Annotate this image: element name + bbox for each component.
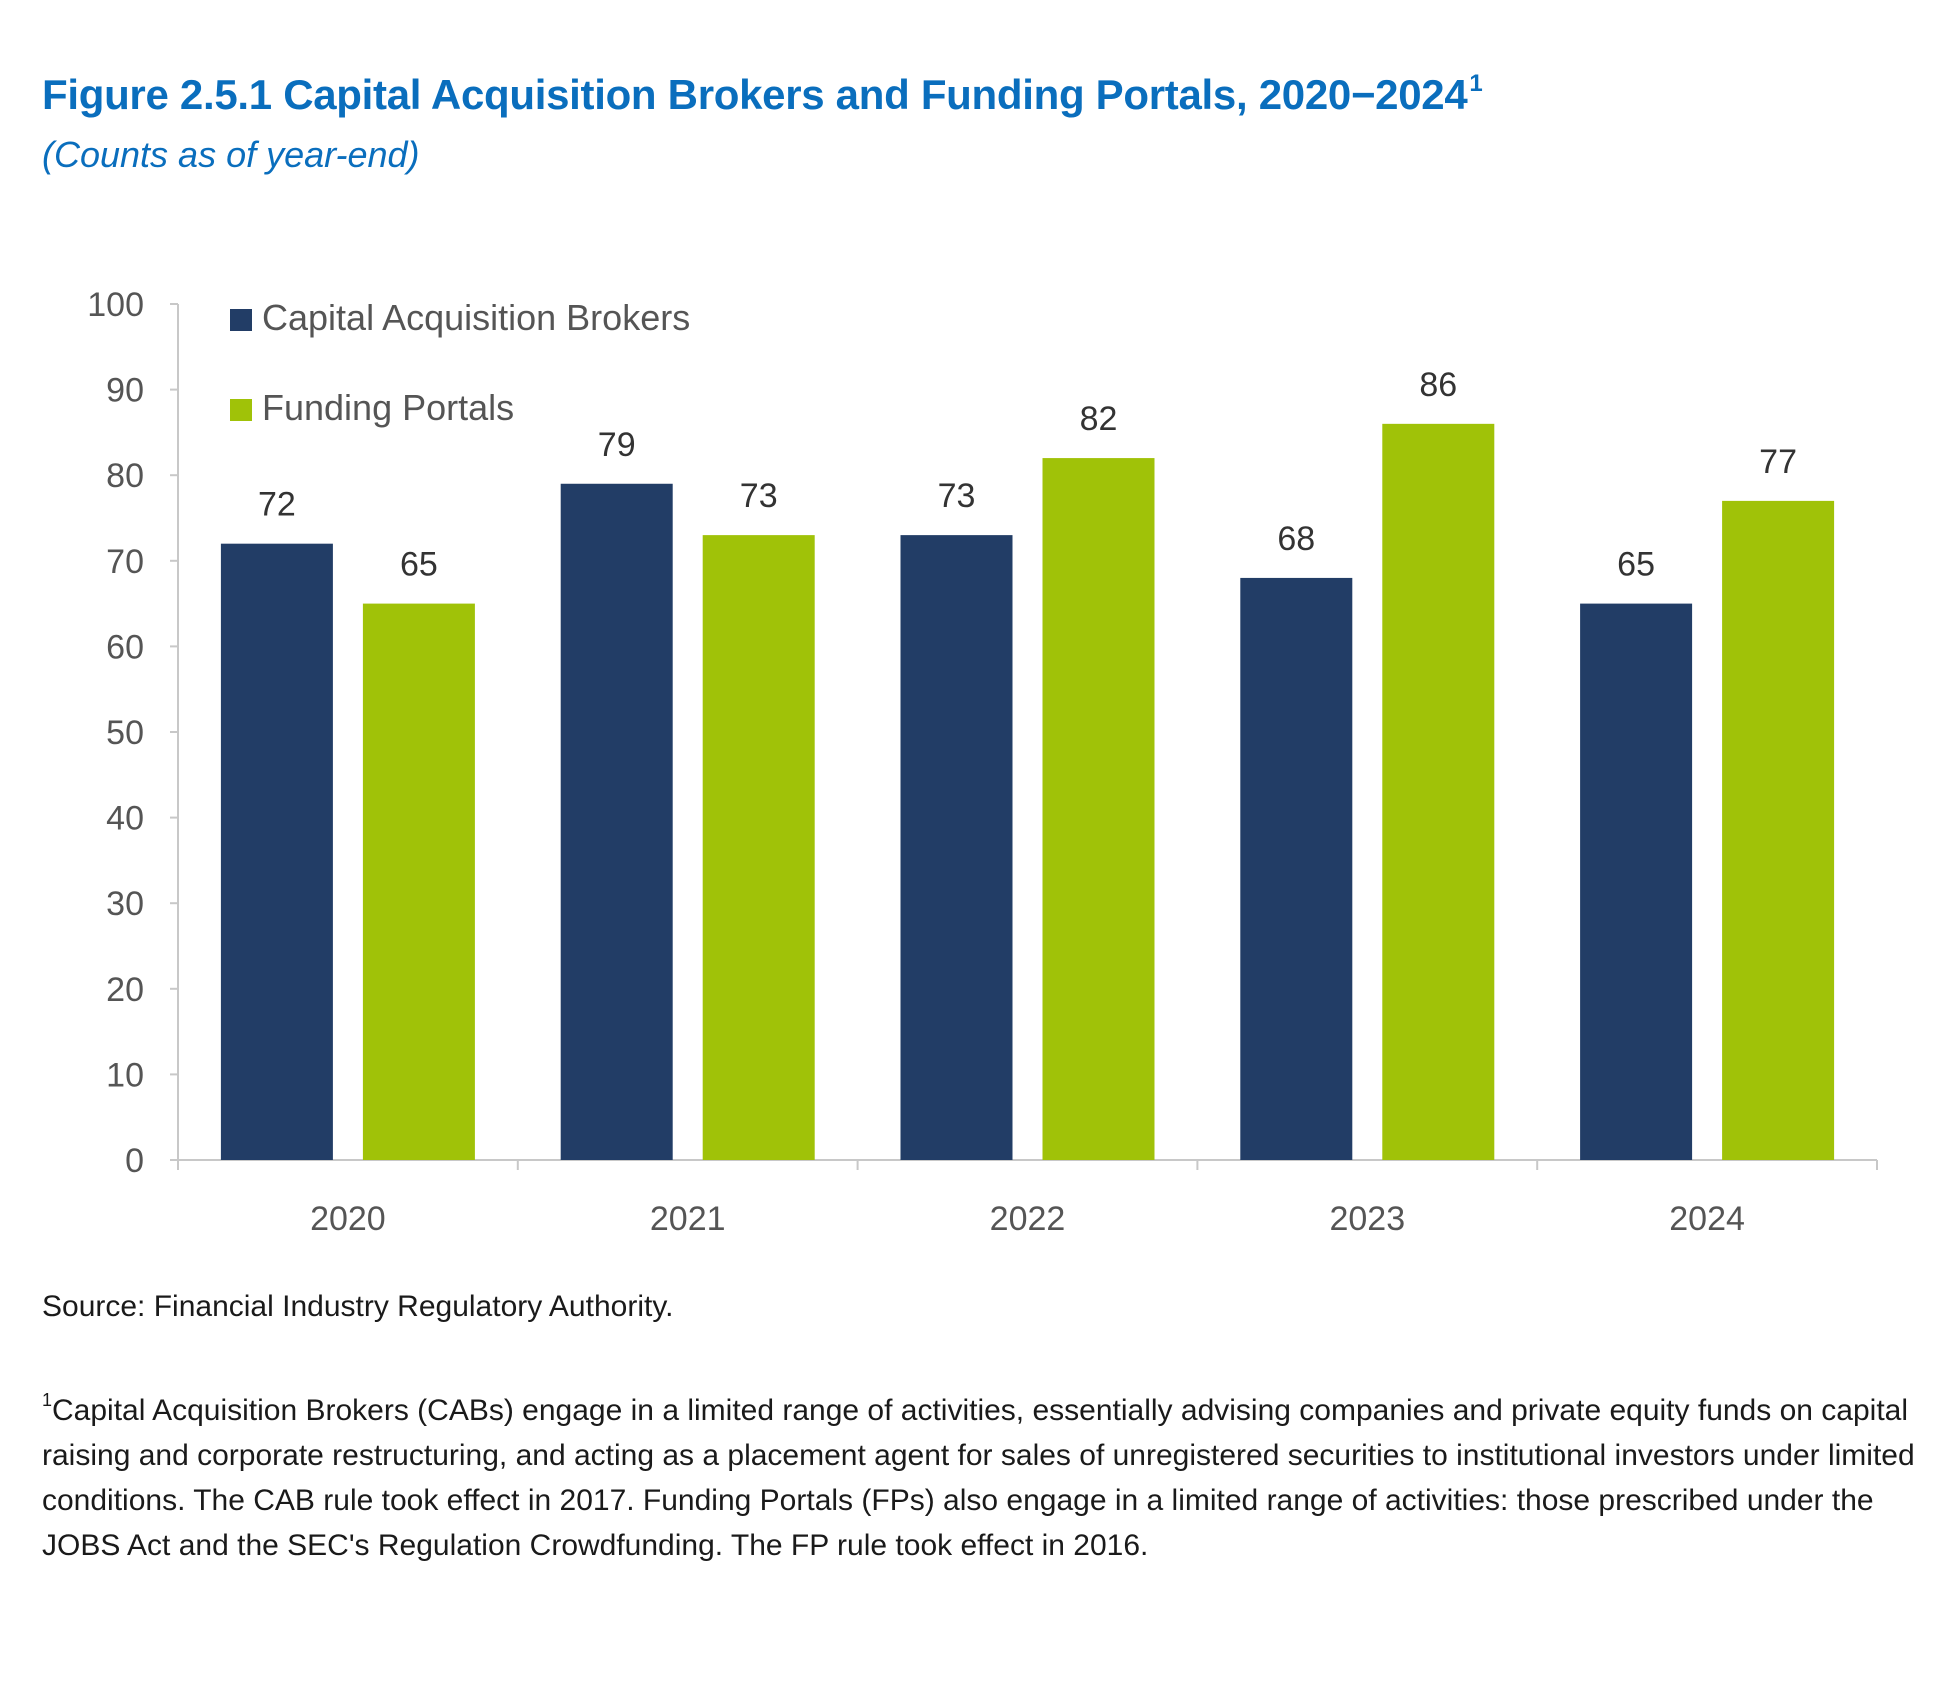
y-tick-label: 50 [106, 714, 144, 752]
x-tick-label: 2022 [990, 1200, 1066, 1238]
bar [900, 535, 1013, 1160]
legend-label: Funding Portals [262, 387, 514, 428]
data-label: 72 [258, 486, 296, 524]
data-label: 82 [1080, 400, 1118, 438]
bar [1382, 423, 1495, 1161]
chart-title: Figure 2.5.1 Capital Acquisition Brokers… [42, 70, 1483, 119]
bar [362, 603, 475, 1160]
data-label: 79 [598, 426, 636, 464]
footnote-text: Capital Acquisition Brokers (CABs) engag… [42, 1394, 1915, 1562]
legend-swatch [230, 309, 252, 331]
y-tick-label: 60 [106, 628, 144, 666]
bar [220, 543, 333, 1160]
footnote-marker: 1 [42, 1390, 53, 1410]
bar [560, 483, 673, 1160]
bar [1240, 577, 1353, 1160]
y-tick-label: 90 [106, 372, 144, 410]
bar [1580, 603, 1693, 1160]
y-tick-label: 40 [106, 800, 144, 838]
y-tick-label: 70 [106, 543, 144, 581]
x-tick-label: 2021 [650, 1200, 726, 1238]
data-label: 68 [1277, 520, 1315, 558]
x-tick-label: 2024 [1669, 1200, 1745, 1238]
y-tick-label: 30 [106, 885, 144, 923]
chart-subtitle: (Counts as of year-end) [42, 134, 420, 175]
bar [1042, 458, 1155, 1161]
legend-label: Capital Acquisition Brokers [262, 297, 690, 338]
legend-swatch [230, 399, 252, 421]
x-tick-label: 2023 [1329, 1200, 1405, 1238]
data-label: 86 [1419, 366, 1457, 404]
chart-title-text: Figure 2.5.1 Capital Acquisition Brokers… [42, 71, 1468, 118]
bar [702, 535, 815, 1160]
y-tick-label: 0 [125, 1142, 144, 1180]
data-label: 73 [740, 477, 778, 515]
footnote: 1Capital Acquisition Brokers (CABs) enga… [42, 1378, 1922, 1568]
x-tick-label: 2020 [310, 1200, 386, 1238]
data-label: 73 [938, 477, 976, 515]
source-note: Source: Financial Industry Regulatory Au… [42, 1290, 674, 1323]
y-tick-label: 10 [106, 1056, 144, 1094]
data-label: 77 [1759, 443, 1797, 481]
bar-chart: 0 10 20 30 40 50 60 70 80 90 100 72 65 2020 79 73 2021 73… [87, 286, 1878, 1238]
y-tick-label: 80 [106, 457, 144, 495]
title-footnote-marker: 1 [1469, 70, 1483, 97]
y-tick-label: 100 [87, 286, 144, 324]
y-tick-label: 20 [106, 971, 144, 1009]
bar [1722, 500, 1835, 1160]
data-label: 65 [400, 546, 438, 584]
data-label: 65 [1617, 546, 1655, 584]
